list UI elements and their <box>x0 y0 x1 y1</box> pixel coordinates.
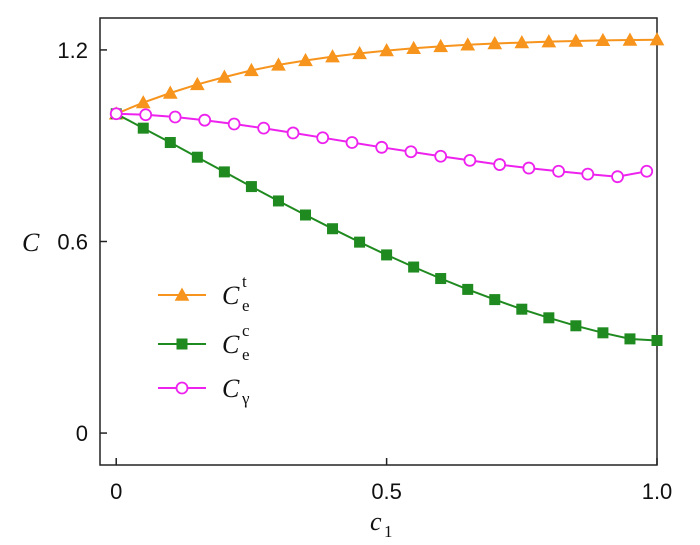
y-tick-label: 1.2 <box>57 38 88 63</box>
data-point <box>408 261 420 273</box>
legend-label: C <box>222 330 240 359</box>
data-point <box>164 137 176 149</box>
x-tick-label: 0.5 <box>371 479 402 504</box>
data-point <box>227 117 241 131</box>
x-tick-label: 0 <box>110 479 122 504</box>
data-point <box>327 223 339 235</box>
data-point <box>543 312 555 324</box>
data-point <box>298 52 313 67</box>
data-point <box>463 154 477 167</box>
data-point <box>404 145 418 159</box>
legend-marker <box>176 338 188 350</box>
data-point <box>139 108 153 122</box>
data-point <box>244 62 259 77</box>
data-point <box>433 38 449 53</box>
data-point <box>135 95 151 109</box>
data-point <box>189 76 205 91</box>
data-point <box>522 161 536 175</box>
data-point <box>162 85 178 99</box>
series-ce-t <box>108 32 665 120</box>
x-axis-title-subscript: 1 <box>384 522 393 541</box>
data-point <box>381 249 393 261</box>
data-point <box>137 122 149 134</box>
data-point <box>352 45 367 60</box>
y-tick-label: 0.6 <box>57 230 88 255</box>
data-point <box>109 107 123 121</box>
data-point <box>493 158 507 171</box>
data-point <box>218 166 230 178</box>
data-point <box>198 113 212 127</box>
data-point <box>597 327 609 339</box>
data-point <box>245 181 257 193</box>
data-point <box>379 43 394 57</box>
data-point <box>624 333 636 345</box>
legend-label-subscript: e <box>242 345 250 364</box>
data-point <box>325 49 340 63</box>
series-layer <box>108 32 665 346</box>
data-point <box>406 40 422 55</box>
data-point <box>581 167 595 181</box>
data-point <box>570 320 582 332</box>
data-point <box>568 33 584 47</box>
data-point <box>487 36 503 50</box>
plot-frame <box>99 17 658 466</box>
data-point <box>552 164 565 178</box>
data-point <box>611 170 624 184</box>
y-tick-label: 0 <box>76 421 88 446</box>
data-point <box>651 334 663 346</box>
data-point <box>640 164 654 178</box>
legend-label-subscript: e <box>242 296 250 315</box>
data-point <box>516 303 528 315</box>
data-point <box>460 37 476 51</box>
data-point <box>191 151 203 163</box>
data-point <box>595 32 611 47</box>
series-c-gamma <box>109 107 654 184</box>
legend-label-subscript: γ <box>241 389 250 408</box>
data-point <box>489 294 501 306</box>
legend-marker <box>175 381 189 395</box>
data-point <box>622 32 638 46</box>
x-axis-title: c <box>370 507 382 536</box>
data-point <box>257 121 271 135</box>
data-point <box>168 110 182 124</box>
data-point <box>286 126 300 140</box>
data-point <box>514 35 530 49</box>
ticks: 0 0.5 1.0 0 0.6 1.2 <box>57 38 672 504</box>
data-point <box>345 136 359 149</box>
x-tick-label: 1.0 <box>642 479 673 504</box>
data-point <box>434 149 448 163</box>
data-point <box>541 34 557 48</box>
legend-marker <box>174 287 190 301</box>
data-point <box>375 140 389 154</box>
data-point <box>299 209 311 221</box>
legend-label-superscript: t <box>242 272 247 291</box>
data-point <box>272 195 284 207</box>
data-point <box>435 273 447 285</box>
data-point <box>316 131 330 145</box>
data-point <box>217 69 232 83</box>
legend-label-superscript: c <box>242 321 250 340</box>
y-axis-title: C <box>22 228 40 257</box>
data-point <box>271 57 286 71</box>
data-point <box>462 283 474 295</box>
data-point <box>649 32 665 46</box>
legend-label: C <box>222 281 240 310</box>
data-point <box>354 236 366 248</box>
legend-label: C <box>222 374 240 403</box>
